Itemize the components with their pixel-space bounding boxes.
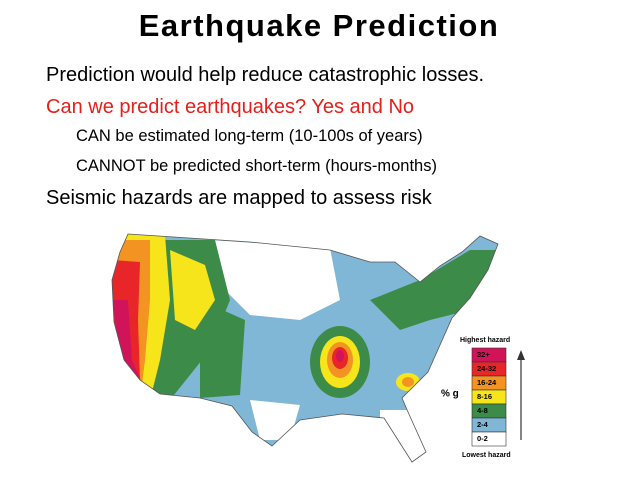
legend-level-label: 32+ [477,350,490,359]
slide-title: Earthquake Prediction [138,8,500,43]
sub-bullet: CANNOT be predicted short-term (hours-mo… [76,157,437,175]
legend-unit: % g [441,389,459,400]
legend-level-label: 0-2 [477,434,488,443]
legend: Highest hazard Lowest hazard % g 32+ 24-3… [441,337,525,459]
legend-bottom-label: Lowest hazard [462,452,511,459]
legend-level-label: 16-24 [477,378,497,387]
bullet: Prediction would help reduce catastrophi… [46,64,485,86]
sub-bullet: CAN be estimated long-term (10-100s of y… [76,127,423,145]
bullet: Seismic hazards are mapped to assess ris… [46,187,432,209]
legend-level-label: 24-32 [477,364,496,373]
legend-level-label: 8-16 [477,392,492,401]
legend-arrowhead [517,350,525,360]
map-regions [112,234,498,462]
legend-level-label: 2-4 [477,420,489,429]
legend-level-label: 4-8 [477,406,488,415]
legend-swatch [471,431,507,447]
bullet: Can we predict earthquakes? Yes and No [46,96,415,118]
legend-top-label: Highest hazard [460,337,510,344]
map-outline [111,233,499,463]
